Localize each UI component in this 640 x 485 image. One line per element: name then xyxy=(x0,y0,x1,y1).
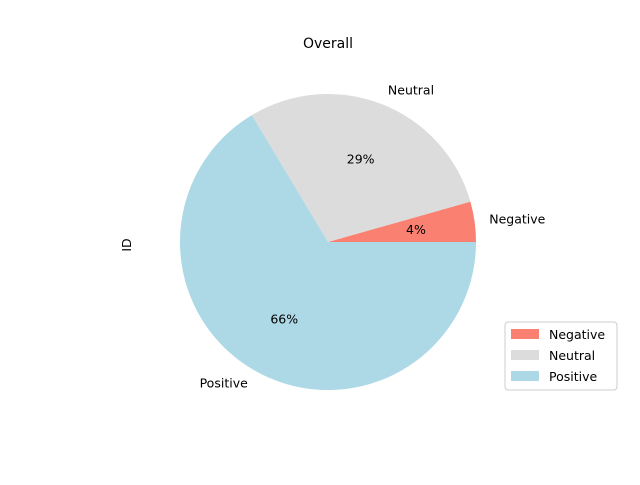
y-axis-label: ID xyxy=(119,238,134,251)
legend-label-positive: Positive xyxy=(549,369,597,384)
legend: Negative Neutral Positive xyxy=(504,321,618,391)
slice-label-positive: Positive xyxy=(200,376,248,391)
slice-label-neutral: Neutral xyxy=(388,83,434,98)
legend-label-negative: Negative xyxy=(549,327,605,342)
pie-slice-positive xyxy=(180,115,476,390)
slice-percent-neutral: 29% xyxy=(347,151,375,166)
legend-swatch-negative xyxy=(511,329,539,339)
slice-percent-positive: 66% xyxy=(270,311,298,326)
pie-labels: Negative 4% Neutral 29% Positive 66% xyxy=(200,83,546,391)
legend-swatch-neutral xyxy=(511,350,539,360)
pie-slice-neutral xyxy=(251,94,471,243)
chart-title: Overall xyxy=(303,36,353,52)
pie-slices xyxy=(180,94,476,390)
slice-percent-negative: 4% xyxy=(406,222,426,237)
pie-slice-negative xyxy=(328,201,476,242)
legend-swatch-positive xyxy=(511,371,539,381)
legend-label-neutral: Neutral xyxy=(549,348,595,363)
slice-label-negative: Negative xyxy=(489,212,545,227)
